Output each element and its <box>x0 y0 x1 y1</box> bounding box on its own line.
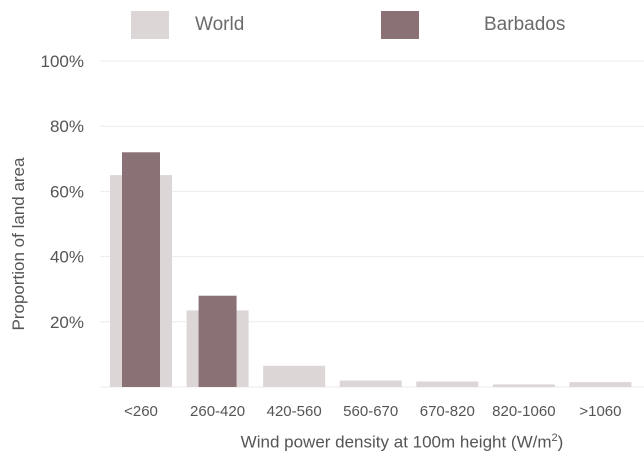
x-tick-label-1: 260-420 <box>190 403 245 420</box>
y-tick-label-80: 80% <box>50 117 84 136</box>
x-tick-label-2: 420-560 <box>267 403 322 420</box>
y-tick-label-60: 60% <box>50 182 84 201</box>
x-tick-label-6: >1060 <box>579 403 621 420</box>
legend-label-barbados: Barbados <box>484 14 566 35</box>
y-axis-title: Proportion of land area <box>9 157 28 331</box>
x-axis-title-superscript: 2 <box>551 432 558 444</box>
legend-item-barbados: Barbados <box>381 8 565 42</box>
x-tick-label-0: <260 <box>124 403 158 420</box>
bar-world-2 <box>263 365 326 387</box>
bar-barbados-1 <box>198 295 237 387</box>
x-tick-label-5: 820-1060 <box>492 403 555 420</box>
x-axis-title-main: Wind power density at 100m height (W/m <box>240 432 552 452</box>
bar-world-6 <box>569 382 632 387</box>
bar-world-4 <box>416 381 479 387</box>
legend-swatch-world <box>131 11 169 39</box>
legend-item-world: World <box>131 8 244 42</box>
bar-barbados-0 <box>122 152 160 387</box>
x-tick-label-4: 670-820 <box>420 403 475 420</box>
x-axis-title-end: ) <box>557 432 564 452</box>
y-tick-label-40: 40% <box>50 248 84 267</box>
x-axis-title: Wind power density at 100m height (W/m2) <box>0 432 644 453</box>
bar-world-5 <box>492 384 555 387</box>
legend-swatch-barbados <box>381 11 419 39</box>
x-tick-label-3: 560-670 <box>343 403 398 420</box>
y-tick-label-20: 20% <box>50 313 84 332</box>
bar-world-3 <box>339 380 402 387</box>
y-tick-label-100: 100% <box>41 52 84 71</box>
legend: World Barbados <box>0 8 644 42</box>
legend-label-world: World <box>195 14 245 35</box>
